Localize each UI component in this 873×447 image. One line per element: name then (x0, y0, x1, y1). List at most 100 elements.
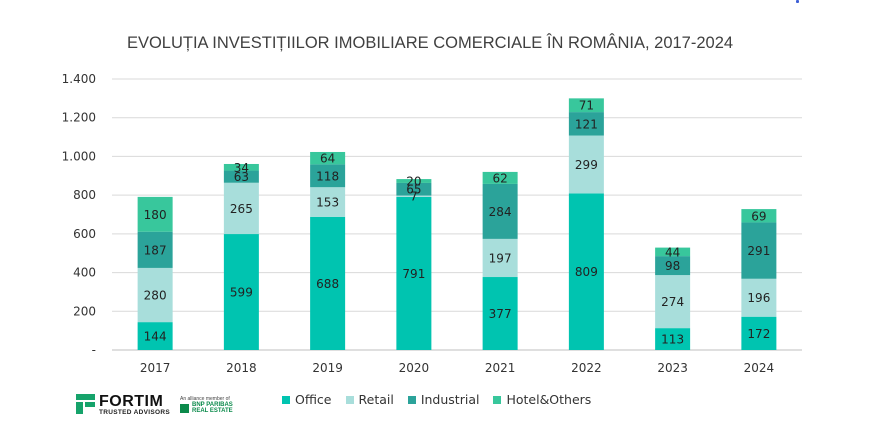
bar-hotel-others-2018 (223, 163, 259, 171)
bar-retail-2018 (223, 182, 259, 235)
legend-swatch-retail (345, 395, 354, 404)
data-label: 809 (575, 265, 598, 279)
legend-label-hotel-others: Hotel&Others (506, 392, 592, 407)
bar-office-2022 (568, 193, 604, 350)
data-label: 44 (665, 245, 680, 259)
bar-retail-2020 (396, 195, 432, 197)
bar-hotel-others-2020 (396, 179, 432, 183)
legend-label-office: Office (295, 392, 332, 407)
bar-office-2019 (310, 216, 346, 350)
bar-industrial-2021 (482, 183, 518, 239)
data-label: 34 (234, 161, 249, 175)
bar-industrial-2023 (655, 256, 691, 276)
legend: Office Retail Industrial Hotel&Others (282, 392, 591, 407)
bar-industrial-2017 (137, 231, 173, 268)
data-label: 113 (661, 333, 684, 347)
x-axis: 2017 2018 2019 2020 2021 2022 2023 2024 (140, 361, 774, 375)
data-label: 64 (320, 152, 335, 166)
data-label: 121 (575, 117, 598, 131)
legend-item-retail: Retail (345, 392, 394, 407)
data-label: 63 (234, 170, 249, 184)
bar-hotel-others-2022 (568, 98, 604, 113)
data-label: 265 (230, 202, 253, 216)
bar-office-2018 (223, 234, 259, 350)
y-axis: - 200 400 600 800 1.000 1.200 1.400 (62, 72, 96, 357)
gridlines (112, 78, 802, 351)
data-label: 98 (665, 259, 680, 273)
x-tick-label: 2019 (312, 361, 343, 375)
legend-item-industrial: Industrial (407, 392, 480, 407)
partner-name-line-2: REAL ESTATE (192, 408, 233, 414)
data-label: 71 (579, 99, 594, 113)
data-label: 291 (747, 244, 770, 258)
data-labels: 1442801871805992656334688153118647917652… (144, 99, 771, 347)
data-label: 197 (489, 251, 512, 265)
data-label: 299 (575, 158, 598, 172)
fortim-logo: FORTIM TRUSTED ADVISORS (76, 394, 170, 417)
bar-retail-2017 (137, 267, 173, 323)
bar-hotel-others-2023 (655, 247, 691, 257)
data-label: 196 (747, 291, 770, 305)
y-tick-label: 400 (73, 266, 96, 280)
corner-marker (796, 0, 799, 3)
x-tick-label: 2020 (399, 361, 430, 375)
data-label: 7 (410, 190, 418, 204)
bars (137, 98, 777, 350)
data-label: 20 (406, 175, 421, 189)
partner-logo: An alliance member of BNP PARIBAS REAL E… (180, 396, 233, 414)
y-tick-label: - (92, 343, 96, 357)
bar-retail-2019 (310, 187, 346, 217)
logo-name: FORTIM (99, 393, 164, 410)
x-tick-label: 2021 (485, 361, 516, 375)
y-tick-label: 1.400 (62, 72, 96, 86)
bar-industrial-2022 (568, 112, 604, 136)
data-label: 284 (489, 205, 512, 219)
data-label: 688 (316, 277, 339, 291)
bar-hotel-others-2021 (482, 171, 518, 184)
legend-item-hotel-others: Hotel&Others (493, 392, 591, 407)
data-label: 69 (751, 209, 766, 223)
data-label: 280 (144, 289, 167, 303)
data-label: 144 (144, 330, 167, 344)
data-label: 599 (230, 286, 253, 300)
data-label: 65 (406, 183, 421, 197)
chart-title: EVOLUȚIA INVESTIȚIILOR IMOBILIARE COMERC… (126, 34, 734, 52)
data-label: 118 (316, 169, 339, 183)
bar-industrial-2018 (223, 170, 259, 183)
legend-label-retail: Retail (358, 392, 394, 407)
y-tick-label: 600 (73, 227, 96, 241)
bar-retail-2021 (482, 238, 518, 278)
bar-office-2024 (741, 316, 777, 350)
bar-retail-2024 (741, 278, 777, 317)
fortim-logo-icon (76, 394, 95, 414)
data-label: 377 (489, 307, 512, 321)
data-label: 180 (144, 208, 167, 222)
bar-retail-2023 (655, 275, 691, 329)
partner-caption: An alliance member of (180, 396, 230, 402)
bar-retail-2022 (568, 135, 604, 194)
logo-subtitle: TRUSTED ADVISORS (99, 409, 171, 416)
data-label: 172 (747, 327, 770, 341)
x-tick-label: 2018 (226, 361, 257, 375)
data-label: 62 (492, 171, 507, 185)
x-tick-label: 2022 (571, 361, 602, 375)
bar-industrial-2019 (310, 164, 346, 188)
y-tick-label: 200 (73, 304, 96, 318)
x-tick-label: 2024 (744, 361, 775, 375)
bar-hotel-others-2019 (310, 151, 346, 165)
bar-industrial-2024 (741, 222, 777, 279)
bar-office-2020 (396, 196, 432, 350)
bar-hotel-others-2024 (741, 209, 777, 223)
bnp-paribas-icon (180, 403, 189, 413)
data-label: 153 (316, 196, 339, 210)
x-tick-label: 2023 (657, 361, 688, 375)
legend-label-industrial: Industrial (420, 392, 480, 407)
legend-swatch-hotel-others (493, 395, 502, 404)
y-tick-label: 1.000 (62, 149, 96, 163)
data-label: 187 (144, 243, 167, 257)
bar-office-2017 (137, 322, 173, 350)
bar-industrial-2020 (396, 182, 432, 196)
bar-hotel-others-2017 (137, 196, 173, 232)
y-tick-label: 800 (73, 188, 96, 202)
